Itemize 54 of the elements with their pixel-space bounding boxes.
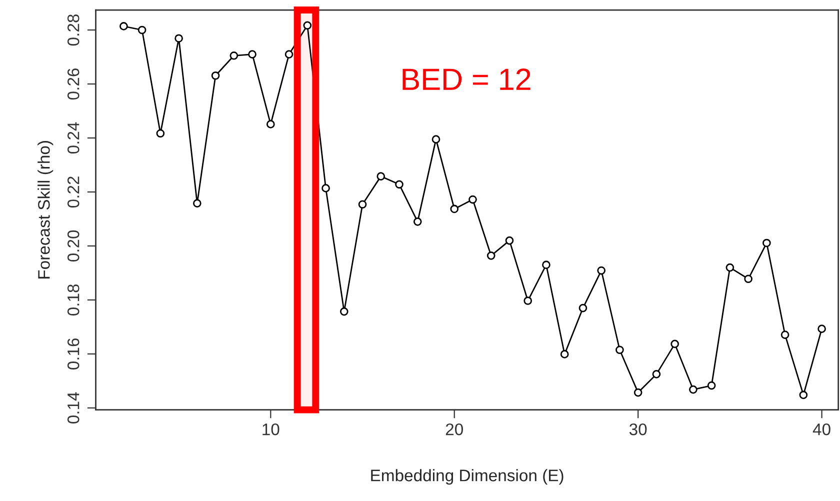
point <box>340 307 348 316</box>
point <box>818 324 826 333</box>
y-tick-label: 0.22 <box>67 176 80 208</box>
point <box>652 370 661 378</box>
point <box>358 200 367 209</box>
point <box>174 34 183 43</box>
point <box>230 51 238 60</box>
point <box>284 50 294 58</box>
point <box>542 260 550 270</box>
y-axis-title: Forecast Skill (rho) <box>38 141 54 278</box>
y-tick-label: 0.28 <box>67 14 80 46</box>
point <box>799 390 808 400</box>
point <box>762 238 771 248</box>
point <box>395 180 404 189</box>
point <box>505 236 514 245</box>
y-tick-label: 0.26 <box>67 68 80 100</box>
point <box>120 22 128 30</box>
point <box>524 296 532 305</box>
point <box>578 304 588 312</box>
x-tick-label: 10 <box>262 423 280 436</box>
point <box>376 172 386 180</box>
point <box>413 217 422 226</box>
y-tick-label: 0.14 <box>67 392 80 424</box>
point <box>432 135 440 144</box>
x-tick-label: 30 <box>629 423 647 436</box>
point <box>248 50 256 58</box>
point <box>211 71 220 80</box>
point <box>707 381 716 390</box>
point <box>597 266 606 275</box>
point <box>450 204 459 214</box>
point <box>322 184 330 192</box>
point <box>634 388 642 397</box>
y-tick-label: 0.24 <box>67 122 80 154</box>
y-tick-label: 0.18 <box>67 284 80 316</box>
point <box>156 129 165 138</box>
x-tick-label: 40 <box>812 423 830 436</box>
point <box>726 263 734 272</box>
point <box>616 346 624 354</box>
y-tick-label: 0.16 <box>67 338 80 370</box>
point <box>266 120 275 128</box>
point <box>468 195 477 204</box>
point <box>780 330 790 339</box>
point <box>670 340 679 348</box>
y-tick-label: 0.20 <box>67 230 80 262</box>
x-axis-title: Embedding Dimension (E) <box>371 469 564 485</box>
point <box>744 274 752 284</box>
x-tick-label: 20 <box>446 423 463 436</box>
point <box>486 252 496 260</box>
point <box>138 26 146 34</box>
point <box>689 385 698 394</box>
point <box>193 199 202 208</box>
point <box>303 21 312 30</box>
annotation: BED = 12 <box>402 68 530 90</box>
point <box>560 350 569 358</box>
